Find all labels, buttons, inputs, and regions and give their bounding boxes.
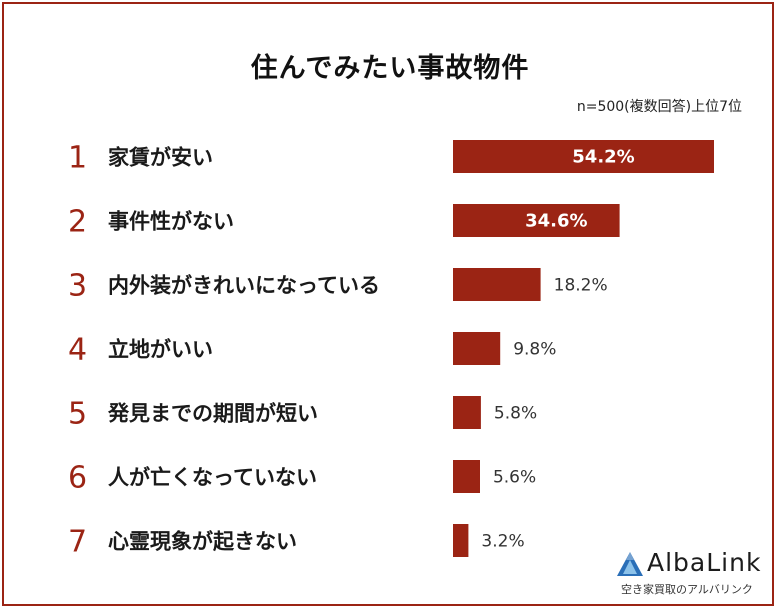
category-label: 事件性がない <box>108 210 234 234</box>
bar <box>453 396 481 429</box>
rank-number: 2 <box>68 205 87 240</box>
chart-frame <box>2 2 774 606</box>
rank-number: 1 <box>68 141 87 176</box>
rank-number: 6 <box>68 461 87 496</box>
logo-name: AlbaLink <box>647 548 762 577</box>
category-label: 人が亡くなっていない <box>108 466 317 490</box>
bar <box>453 140 714 173</box>
category-label: 内外装がきれいになっている <box>108 274 380 298</box>
bar <box>453 204 620 237</box>
value-label: 54.2% <box>572 147 634 168</box>
albalink-mountain-logo-icon <box>617 552 643 576</box>
bar <box>453 460 480 493</box>
chart-title: 住んでみたい事故物件 <box>250 53 530 84</box>
value-label: 34.6% <box>525 211 587 232</box>
category-label: 心霊現象が起きない <box>108 530 297 554</box>
rank-number: 3 <box>68 269 87 304</box>
value-label: 5.6% <box>493 468 536 488</box>
category-label: 発見までの期間が短い <box>107 402 318 426</box>
bar <box>453 524 469 557</box>
category-label: 立地がいい <box>108 338 213 362</box>
albalink-logo: AlbaLink 空き家買取のアルバリンク <box>613 548 762 596</box>
bar <box>453 268 541 301</box>
rank-number: 7 <box>68 525 87 560</box>
value-label: 18.2% <box>554 276 608 296</box>
sample-note: n=500(複数回答)上位7位 <box>576 99 742 115</box>
bar <box>453 332 501 365</box>
value-label: 9.8% <box>513 340 556 360</box>
category-label: 家賃が安い <box>108 146 213 170</box>
logo-tagline: 空き家買取のアルバリンク <box>621 583 753 596</box>
rank-number: 4 <box>68 333 87 368</box>
rank-number: 5 <box>68 397 87 432</box>
value-label: 3.2% <box>481 532 524 552</box>
value-label: 5.8% <box>494 404 537 424</box>
